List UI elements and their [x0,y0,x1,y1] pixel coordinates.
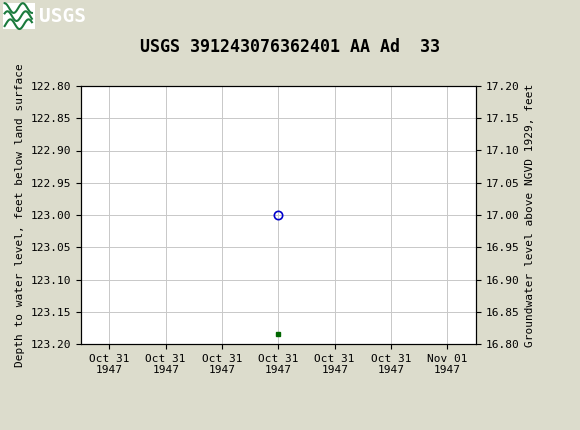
Y-axis label: Groundwater level above NGVD 1929, feet: Groundwater level above NGVD 1929, feet [525,83,535,347]
FancyBboxPatch shape [3,3,35,29]
Text: USGS: USGS [39,6,86,26]
Y-axis label: Depth to water level, feet below land surface: Depth to water level, feet below land su… [16,63,26,367]
Text: USGS 391243076362401 AA Ad  33: USGS 391243076362401 AA Ad 33 [140,38,440,56]
